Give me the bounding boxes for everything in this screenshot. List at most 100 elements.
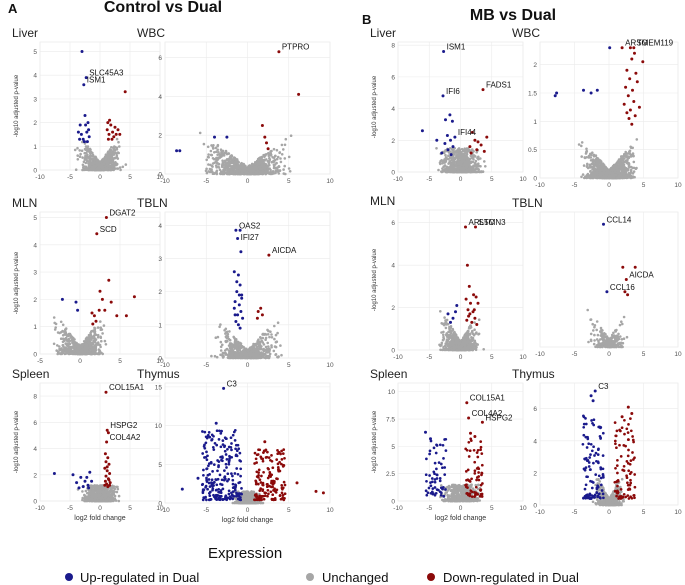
point-up	[234, 454, 238, 458]
point-unchanged	[234, 169, 238, 173]
point-unchanged	[67, 349, 70, 352]
point-unchanged	[88, 150, 91, 154]
point-unchanged	[89, 342, 92, 345]
point-unchanged	[225, 166, 229, 169]
point-down	[261, 483, 265, 487]
point-up	[235, 467, 239, 470]
point-unchanged	[102, 324, 106, 327]
x-tick-label: 10	[519, 176, 527, 183]
point-unchanged	[89, 167, 92, 171]
point-unchanged	[86, 491, 89, 495]
point-down	[257, 473, 260, 477]
point-unchanged	[230, 354, 234, 358]
point-up	[207, 478, 211, 481]
point-down	[109, 123, 113, 127]
x-tick-label: 5	[128, 174, 132, 181]
point-down	[107, 462, 111, 466]
point-up	[224, 453, 228, 456]
point-down	[280, 449, 283, 453]
y-tick-label: 4	[33, 73, 37, 80]
point-down	[283, 483, 287, 487]
point-unchanged	[98, 343, 102, 347]
point-up	[201, 452, 205, 455]
point-down	[266, 466, 270, 470]
x-tick-label: 0	[246, 178, 250, 185]
point-unchanged	[100, 328, 104, 331]
x-tick-label: 5	[287, 178, 291, 185]
point-down	[107, 278, 111, 282]
point-up	[225, 466, 228, 469]
point-down	[270, 479, 273, 483]
gene-label: COL4A2	[110, 433, 141, 442]
point-down	[258, 489, 262, 492]
point-down	[266, 147, 270, 151]
point-down	[108, 118, 112, 122]
x-tick-label: 10	[326, 178, 334, 185]
point-unchanged	[104, 155, 107, 158]
y-tick-label: 2	[33, 297, 37, 304]
x-tick-label: 5	[490, 176, 494, 183]
point-down	[262, 470, 265, 474]
point-unchanged	[257, 354, 260, 357]
point-unchanged	[85, 352, 89, 356]
point-unchanged	[274, 340, 278, 344]
point-down	[263, 440, 267, 444]
point-unchanged	[116, 167, 120, 170]
point-unchanged	[113, 167, 116, 171]
point-up	[52, 472, 56, 475]
point-down	[90, 311, 94, 315]
point-up	[223, 475, 227, 478]
gene-label: HSPG2	[110, 421, 138, 430]
point-unchanged	[115, 154, 119, 157]
point-unchanged	[271, 160, 275, 164]
point-unchanged	[269, 152, 273, 155]
point-unchanged	[115, 490, 119, 494]
point-up	[229, 436, 233, 440]
point-unchanged	[121, 165, 125, 169]
point-down	[255, 498, 258, 501]
y-tick-label: 1	[33, 144, 37, 151]
point-down	[108, 481, 112, 485]
point-down	[103, 452, 107, 456]
panel-b-title: MB vs Dual	[470, 7, 556, 24]
point-unchanged	[216, 148, 219, 151]
point-up	[201, 430, 204, 433]
point-up	[205, 498, 208, 502]
y-tick-label: 4	[33, 446, 37, 453]
point-up	[219, 489, 223, 492]
point-down	[269, 485, 273, 489]
point-down	[103, 308, 107, 312]
point-down	[276, 452, 280, 456]
point-up	[81, 137, 85, 141]
point-up	[80, 50, 84, 53]
point-down	[279, 497, 283, 501]
point-unchanged	[101, 497, 105, 500]
point-down	[256, 482, 260, 486]
point-unchanged	[80, 343, 84, 346]
point-up	[77, 486, 81, 490]
point-unchanged	[231, 349, 235, 352]
point-unchanged	[239, 355, 242, 359]
point-up	[204, 435, 208, 439]
point-up	[85, 140, 89, 144]
point-unchanged	[89, 333, 93, 337]
point-up	[204, 485, 207, 489]
point-up	[236, 273, 240, 277]
point-unchanged	[58, 345, 61, 348]
point-unchanged	[224, 335, 228, 339]
point-down	[276, 465, 280, 469]
point-up	[233, 428, 237, 432]
point-up	[214, 478, 218, 481]
point-up	[212, 463, 216, 466]
point-unchanged	[276, 321, 280, 325]
point-unchanged	[234, 159, 238, 163]
point-unchanged	[287, 155, 291, 159]
point-unchanged	[271, 156, 275, 159]
point-down	[263, 135, 267, 139]
point-up	[223, 436, 227, 440]
point-up	[235, 290, 239, 294]
y-axis-label: -log10 adjusted p-value	[14, 410, 20, 473]
point-down	[92, 314, 96, 318]
point-down	[261, 457, 265, 461]
